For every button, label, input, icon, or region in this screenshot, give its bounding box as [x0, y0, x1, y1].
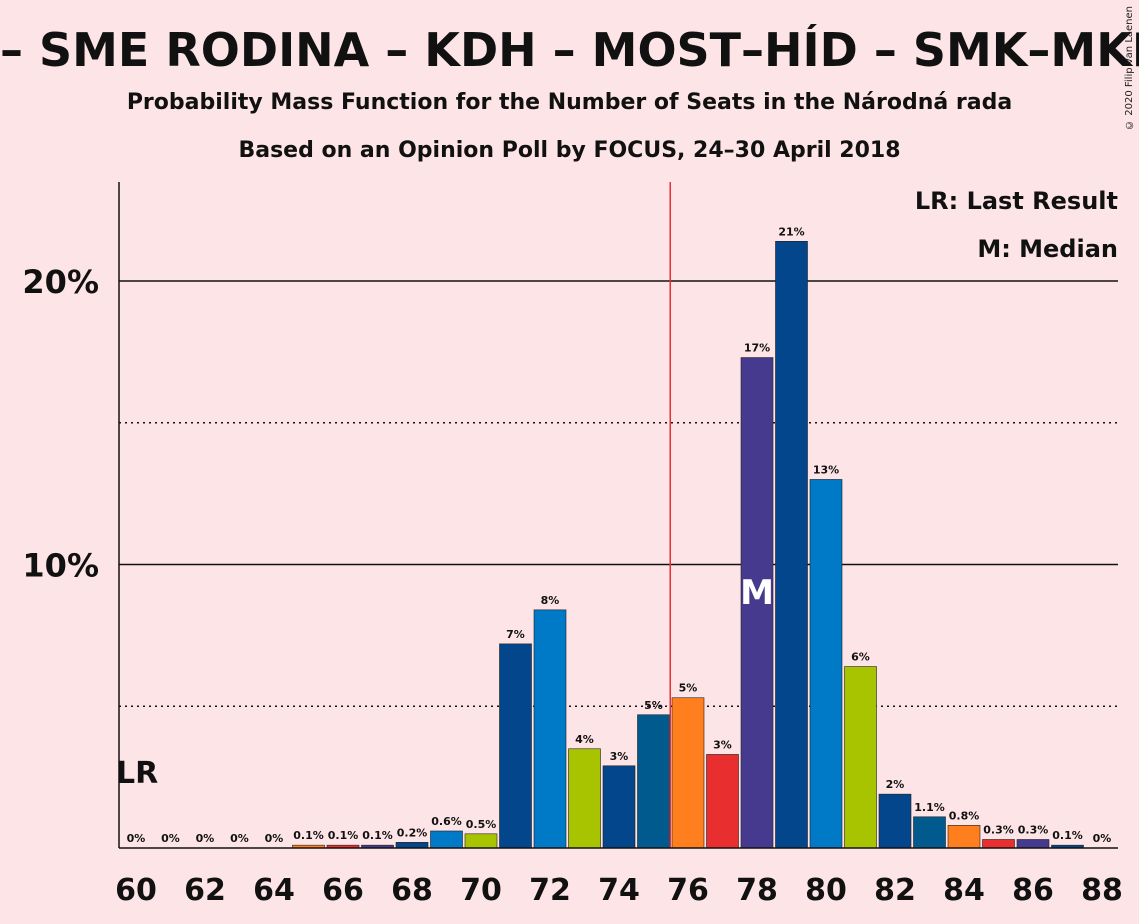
data-label-68: 0.2%: [397, 826, 428, 839]
x-tick-label: 78: [736, 873, 778, 908]
data-label-60: 0%: [127, 832, 146, 845]
data-label-75: 5%: [644, 699, 663, 712]
data-label-79: 21%: [778, 225, 804, 238]
data-label-80: 13%: [813, 463, 839, 476]
bar-85: [982, 839, 1015, 849]
data-label-87: 0.1%: [1052, 829, 1083, 842]
axes: 10% 20% 60 62 64 66 68 70 72 74 76 78 80 82 84 86 88: [22, 182, 1123, 908]
chart-subtitle: Probability Mass Function for the Number…: [126, 90, 1013, 115]
data-label-61: 0%: [161, 832, 180, 845]
data-label-69: 0.6%: [431, 815, 462, 828]
bar-76: [671, 697, 705, 849]
bar-71: [499, 643, 532, 849]
data-label-72: 8%: [541, 594, 560, 607]
bar-70: [464, 833, 498, 849]
data-label-77: 3%: [713, 738, 732, 751]
bar-72: [533, 609, 567, 849]
data-label-82: 2%: [886, 778, 905, 791]
data-labels: 0% 0% 0% 0% 0% 0.1% 0.1% 0.1% 0.2%0.6% 0.5%7%8%4%…: [116, 225, 1111, 845]
x-tick-label: 84: [943, 873, 985, 908]
chart-source: Based on an Opinion Poll by FOCUS, 24–30…: [238, 138, 901, 163]
data-label-84: 0.8%: [949, 809, 980, 822]
data-label-76: 5%: [679, 682, 698, 695]
bars: [292, 182, 1084, 849]
x-tick-label: 70: [460, 873, 502, 908]
bar-82: [878, 793, 912, 849]
bar-75: [637, 714, 670, 849]
data-label-70: 0.5%: [466, 818, 497, 831]
data-label-88: 0%: [1093, 832, 1112, 845]
data-label-81: 6%: [851, 651, 870, 664]
data-label-64: 0%: [265, 832, 284, 845]
data-label-74: 3%: [610, 750, 629, 763]
gridlines: [119, 280, 1118, 707]
x-tick-label: 76: [667, 873, 709, 908]
legend-median: M: Median: [977, 235, 1118, 263]
bar-68: [395, 842, 429, 849]
chart-title: – SME RODINA – KDH – MOST–HÍD – SMK–MKP …: [0, 24, 1139, 76]
x-tick-label: 62: [184, 873, 226, 908]
bar-83: [913, 816, 946, 849]
x-tick-label: 82: [874, 873, 916, 908]
x-tick-label: 66: [322, 873, 364, 908]
x-tick-label: 88: [1081, 873, 1123, 908]
data-label-66: 0.1%: [328, 829, 359, 842]
data-label-85: 0.3%: [983, 823, 1014, 836]
data-label-71: 7%: [506, 628, 525, 641]
bar-77: [706, 754, 739, 849]
bar-69: [430, 830, 463, 849]
bar-80: [809, 479, 843, 849]
bar-78: [740, 357, 774, 849]
data-label-67: 0.1%: [362, 829, 393, 842]
data-label-83: 1.1%: [914, 801, 945, 814]
bar-79: [775, 241, 808, 849]
y-tick-label: 20%: [22, 263, 99, 301]
bar-84: [947, 825, 981, 849]
median-marker: M: [740, 573, 774, 613]
x-tick-label: 80: [805, 873, 847, 908]
x-tick-label: 72: [529, 873, 571, 908]
data-label-62: 0%: [196, 832, 215, 845]
x-tick-label: 68: [391, 873, 433, 908]
data-label-65: 0.1%: [293, 829, 324, 842]
x-tick-label: 64: [253, 873, 295, 908]
data-label-86: 0.3%: [1018, 823, 1049, 836]
bar-86: [1016, 839, 1050, 849]
x-tick-label: 74: [598, 873, 640, 908]
last-result-marker: LR: [116, 756, 158, 791]
data-label-78: 17%: [744, 342, 770, 355]
x-tick-label: 60: [115, 873, 157, 908]
bar-81: [844, 666, 877, 849]
legend-last-result: LR: Last Result: [915, 187, 1118, 215]
bar-73: [568, 748, 601, 849]
y-tick-label: 10%: [22, 547, 99, 585]
data-label-63: 0%: [230, 832, 249, 845]
x-tick-label: 86: [1012, 873, 1054, 908]
bar-74: [602, 765, 636, 849]
data-label-73: 4%: [575, 733, 594, 746]
